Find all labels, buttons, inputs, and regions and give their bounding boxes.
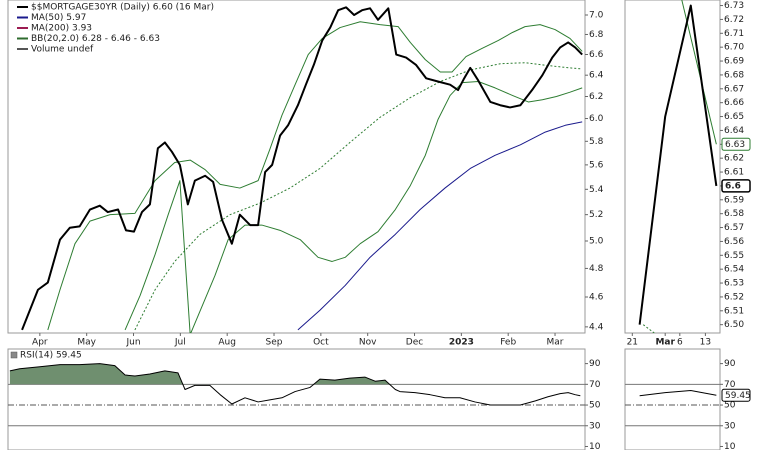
y-tick-label: 30 (589, 421, 601, 431)
x-tick-label: Oct (313, 338, 329, 348)
y-tick-label: 6.56 (724, 237, 744, 247)
y-tick-label: 6.6 (589, 50, 604, 60)
panel-frame (624, 0, 721, 334)
end-label: 6.63 (725, 140, 745, 150)
y-tick-label: 4.8 (589, 264, 604, 274)
overbought-fill (9, 363, 581, 385)
series-line (134, 62, 583, 331)
y-tick-label: 6.58 (724, 209, 744, 219)
end-label-box (721, 388, 751, 402)
end-label-box (721, 137, 751, 151)
y-tick-label: 70 (724, 380, 736, 390)
legend-label: MA(50) 5.97 (31, 13, 86, 23)
x-tick-label: May (77, 338, 96, 348)
y-tick-label: 6.61 (724, 168, 744, 178)
x-tick-label: 2023 (449, 338, 474, 348)
y-tick-label: 50 (589, 401, 601, 411)
y-tick-label: 6.68 (724, 70, 744, 80)
y-tick-label: 4.6 (589, 293, 604, 303)
x-tick-label: Feb (500, 338, 516, 348)
y-tick-label: 10 (589, 442, 601, 450)
y-tick-label: 90 (724, 359, 736, 369)
plot-area (8, 363, 585, 427)
y-tick-label: 5.4 (589, 185, 604, 195)
x-tick-label: Mar (547, 338, 564, 348)
series-line (124, 81, 583, 333)
y-tick-label: 6.70 (724, 43, 744, 53)
legend-label: BB(20,2.0) 6.28 - 6.46 - 6.63 (31, 34, 160, 44)
y-tick-label: 7.0 (589, 10, 604, 20)
series-line (9, 363, 581, 406)
y-tick-label: 6.8 (589, 30, 604, 40)
y-tick-label: 6.2 (589, 92, 603, 102)
y-tick-label: 6.50 (724, 320, 744, 330)
series-line (21, 6, 583, 331)
x-tick-label: Mar (655, 338, 675, 348)
panel-frame (624, 348, 721, 450)
plot-area (625, 383, 720, 427)
x-tick-label: 6 (677, 338, 683, 348)
y-tick-label: 5.2 (589, 210, 603, 220)
y-tick-label: 5.0 (589, 237, 604, 247)
series-line (638, 4, 718, 325)
plot-area (638, 0, 718, 333)
end-label: 6.6 (725, 181, 741, 191)
y-tick-label: 6.62 (724, 154, 744, 164)
y-tick-label: 6.59 (724, 195, 744, 205)
y-tick-label: 6.0 (589, 114, 604, 124)
x-tick-label: Apr (32, 338, 48, 348)
y-tick-label: 6.54 (724, 265, 744, 275)
x-tick-label: 13 (700, 338, 711, 348)
y-tick-label: 70 (589, 380, 601, 390)
y-tick-label: 6.65 (724, 112, 744, 122)
y-tick-label: 6.51 (724, 306, 744, 316)
legend-label: $$MORTGAGE30YR (Daily) 6.60 (16 Mar) (31, 3, 214, 13)
y-tick-label: 6.69 (724, 57, 744, 67)
y-tick-label: 4.4 (589, 322, 604, 332)
x-tick-label: Nov (359, 338, 377, 348)
x-tick-label: Jun (125, 338, 140, 348)
y-tick-label: 6.64 (724, 126, 744, 136)
y-tick-label: 6.53 (724, 279, 744, 289)
series-line (639, 390, 717, 397)
x-tick-label: 21 (627, 338, 638, 348)
y-tick-label: 6.52 (724, 292, 744, 302)
panel-title: RSI(14) 59.45 (20, 351, 82, 361)
y-tick-label: 6.72 (724, 15, 744, 25)
y-tick-label: 50 (724, 401, 736, 411)
series-line (681, 0, 717, 145)
x-tick-label: Dec (406, 338, 423, 348)
title-icon (10, 351, 18, 359)
legend-label: Volume undef (31, 45, 94, 55)
end-label-box (721, 179, 751, 193)
y-tick-label: 5.6 (589, 160, 604, 170)
end-label: 59.45 (725, 391, 751, 401)
y-tick-label: 6.67 (724, 84, 744, 94)
series-line (47, 21, 583, 331)
y-tick-label: 10 (724, 442, 736, 450)
y-tick-label: 6.57 (724, 223, 744, 233)
y-tick-label: 5.8 (589, 137, 604, 147)
legend-label: MA(200) 3.93 (31, 24, 92, 34)
y-tick-label: 6.73 (724, 1, 744, 11)
x-tick-label: Aug (218, 338, 236, 348)
y-tick-label: 6.55 (724, 251, 744, 261)
x-tick-label: Sep (266, 338, 283, 348)
y-tick-label: 90 (589, 359, 601, 369)
y-tick-label: 30 (724, 421, 736, 431)
plot-area (21, 6, 583, 333)
series-line (297, 121, 583, 331)
x-tick-label: Jul (174, 338, 186, 348)
y-tick-label: 6.4 (589, 71, 604, 81)
panel-frame (7, 0, 586, 334)
y-tick-label: 6.66 (724, 98, 744, 108)
y-tick-label: 6.71 (724, 29, 744, 39)
